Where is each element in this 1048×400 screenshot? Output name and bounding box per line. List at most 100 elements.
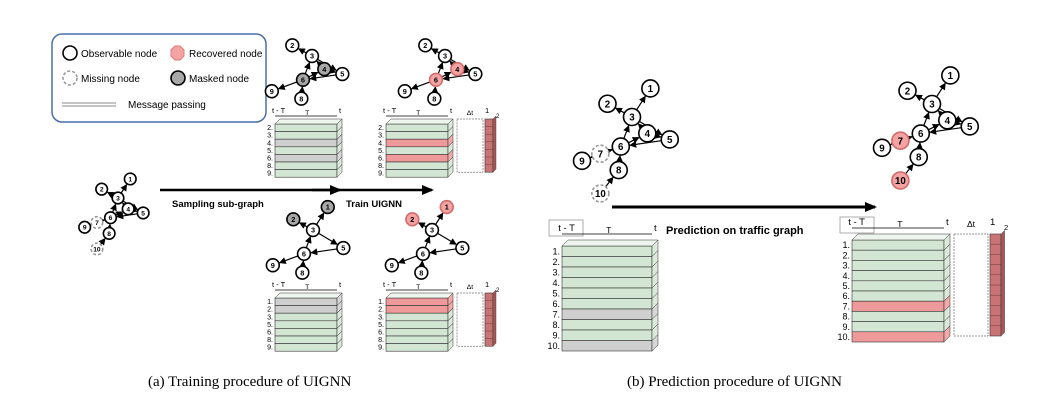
node-label-6: 6 bbox=[421, 249, 425, 258]
matrix-sub-top-output-output-column bbox=[484, 118, 494, 173]
edge-5-6 bbox=[929, 127, 962, 135]
node-6 bbox=[611, 137, 631, 156]
matrix-sub-bottom-output-row bbox=[385, 297, 449, 306]
graph-sub-bottom-recovered: 1 2 3 5 6 8 9 bbox=[384, 199, 470, 280]
edge-6-9 bbox=[277, 81, 298, 90]
matrix-sub-top-output-row bbox=[385, 154, 449, 163]
matrix-sub-bottom-output-row bbox=[385, 343, 449, 352]
edge-4-5 bbox=[461, 67, 470, 74]
node-label-4: 4 bbox=[322, 65, 327, 74]
matrix-sub-bottom-input-row bbox=[274, 305, 338, 314]
edge-10-8 bbox=[905, 163, 914, 175]
edge-6-3 bbox=[304, 235, 312, 249]
matrix-sub-top-output-forecast-window bbox=[456, 118, 484, 173]
node-label-1: 1 bbox=[445, 203, 449, 212]
matrix-prediction-output-row bbox=[851, 239, 945, 251]
node-label-8: 8 bbox=[107, 231, 111, 238]
node-2 bbox=[898, 81, 917, 101]
node-label-5: 5 bbox=[340, 70, 344, 79]
node-label-1: 1 bbox=[128, 176, 132, 183]
edge-6-4 bbox=[928, 124, 940, 131]
node-6 bbox=[911, 124, 931, 143]
matrix-prediction-input-row-label: 1. bbox=[552, 246, 560, 256]
node-label-5: 5 bbox=[667, 135, 673, 146]
node-4 bbox=[317, 61, 332, 77]
node-label-2: 2 bbox=[100, 187, 104, 194]
prediction-arrow: Prediction on traffic graph bbox=[612, 202, 877, 237]
node-label-6: 6 bbox=[109, 215, 113, 222]
edge-6-3 bbox=[436, 61, 444, 75]
matrix-prediction-input-row-label: 3. bbox=[552, 267, 560, 277]
matrix-sub-bottom-output-output-column bbox=[484, 292, 494, 347]
node-7 bbox=[891, 131, 910, 151]
node-5 bbox=[660, 130, 680, 149]
matrix-sub-top-output-row bbox=[385, 169, 449, 178]
matrix-sub-top-output-row bbox=[385, 138, 449, 148]
matrix-sub-bottom-output-row-label: 3. bbox=[378, 313, 384, 321]
edge-3-1 bbox=[936, 82, 946, 98]
matrix-prediction-input-row-label: 2. bbox=[552, 257, 560, 267]
edge-3-2 bbox=[614, 107, 625, 115]
node-label-1: 1 bbox=[326, 203, 330, 212]
node-5 bbox=[336, 240, 351, 256]
node-label-6: 6 bbox=[918, 129, 924, 140]
matrix-prediction-input-row-label: 8. bbox=[552, 320, 560, 330]
matrix-sub-top-output-row-label: 6. bbox=[378, 154, 384, 162]
graph-sub-bottom-masked: 1 2 3 5 6 8 9 bbox=[265, 199, 351, 280]
node-label-2: 2 bbox=[423, 41, 427, 50]
node-label-9: 9 bbox=[83, 225, 87, 232]
node-label-7: 7 bbox=[598, 149, 603, 160]
matrix-prediction-input-row bbox=[561, 298, 653, 310]
node-2 bbox=[286, 212, 301, 227]
matrix-sub-top-output-row bbox=[385, 123, 449, 132]
node-10 bbox=[90, 242, 104, 256]
edge-4-5 bbox=[953, 118, 962, 126]
matrix-prediction-input-row-label: 10. bbox=[547, 341, 560, 351]
matrix-sub-top-input-axis-start: t - T bbox=[272, 106, 286, 115]
node-5 bbox=[455, 240, 470, 256]
matrix-prediction-output-forecast-window bbox=[953, 233, 989, 337]
matrix-sub-top-output-row-label: 9. bbox=[378, 170, 384, 178]
node-8 bbox=[909, 147, 929, 167]
node-label-8: 8 bbox=[616, 166, 622, 177]
edge-4-5 bbox=[653, 131, 662, 139]
node-5 bbox=[960, 117, 980, 136]
matrix-sub-top-input-row-label: 8. bbox=[267, 162, 273, 170]
matrix-sub-top-output-axis-mid: T bbox=[416, 110, 420, 117]
node-label-10: 10 bbox=[895, 176, 906, 187]
matrix-sub-top-input-row-label: 2. bbox=[267, 124, 273, 132]
matrix-prediction-input-row bbox=[561, 340, 653, 352]
legend-missing-label: Missing node bbox=[81, 74, 140, 85]
edge-3-2 bbox=[417, 222, 427, 229]
matrix-sub-top-input-row-label: 4. bbox=[267, 139, 273, 147]
matrix-prediction-output-row-label: 7. bbox=[842, 301, 850, 311]
matrix-prediction-output-row-label: 8. bbox=[842, 312, 850, 322]
node-label-9: 9 bbox=[390, 261, 394, 270]
matrix-prediction-input-row bbox=[561, 245, 653, 257]
matrix-prediction-output-row bbox=[851, 331, 945, 343]
node-2 bbox=[285, 38, 300, 53]
matrix-prediction-input-axis-end: t bbox=[654, 223, 657, 234]
matrix-sub-bottom-input-axis-end: t bbox=[339, 280, 342, 289]
matrix-sub-bottom-output-axis-mid: T bbox=[416, 284, 420, 291]
masked-node-legend-icon bbox=[170, 70, 186, 86]
matrix-prediction-output-row-label: 2. bbox=[842, 250, 850, 260]
matrix-prediction-output-axis-delta: Δt bbox=[967, 219, 976, 229]
node-9 bbox=[572, 151, 592, 171]
node-label-8: 8 bbox=[299, 94, 303, 103]
matrix-sub-bottom-output-row-label: 9. bbox=[378, 344, 384, 352]
matrix-sub-top-input-row bbox=[274, 138, 338, 148]
node-9 bbox=[872, 138, 892, 158]
node-9 bbox=[384, 258, 400, 273]
prediction-input-start-box bbox=[548, 219, 584, 237]
sampling-label: Sampling sub-graph bbox=[172, 199, 264, 210]
matrix-sub-bottom-output-row-label: 6. bbox=[378, 328, 384, 336]
matrix-prediction-output-row bbox=[851, 300, 945, 312]
node-label-2: 2 bbox=[291, 215, 295, 224]
matrix-prediction-output-row-label: 9. bbox=[842, 322, 850, 332]
node-label-9: 9 bbox=[579, 156, 585, 167]
matrix-sub-top-output-row bbox=[385, 131, 449, 140]
matrix-sub-top-input-row bbox=[274, 169, 338, 178]
edge-5-6 bbox=[429, 248, 457, 256]
